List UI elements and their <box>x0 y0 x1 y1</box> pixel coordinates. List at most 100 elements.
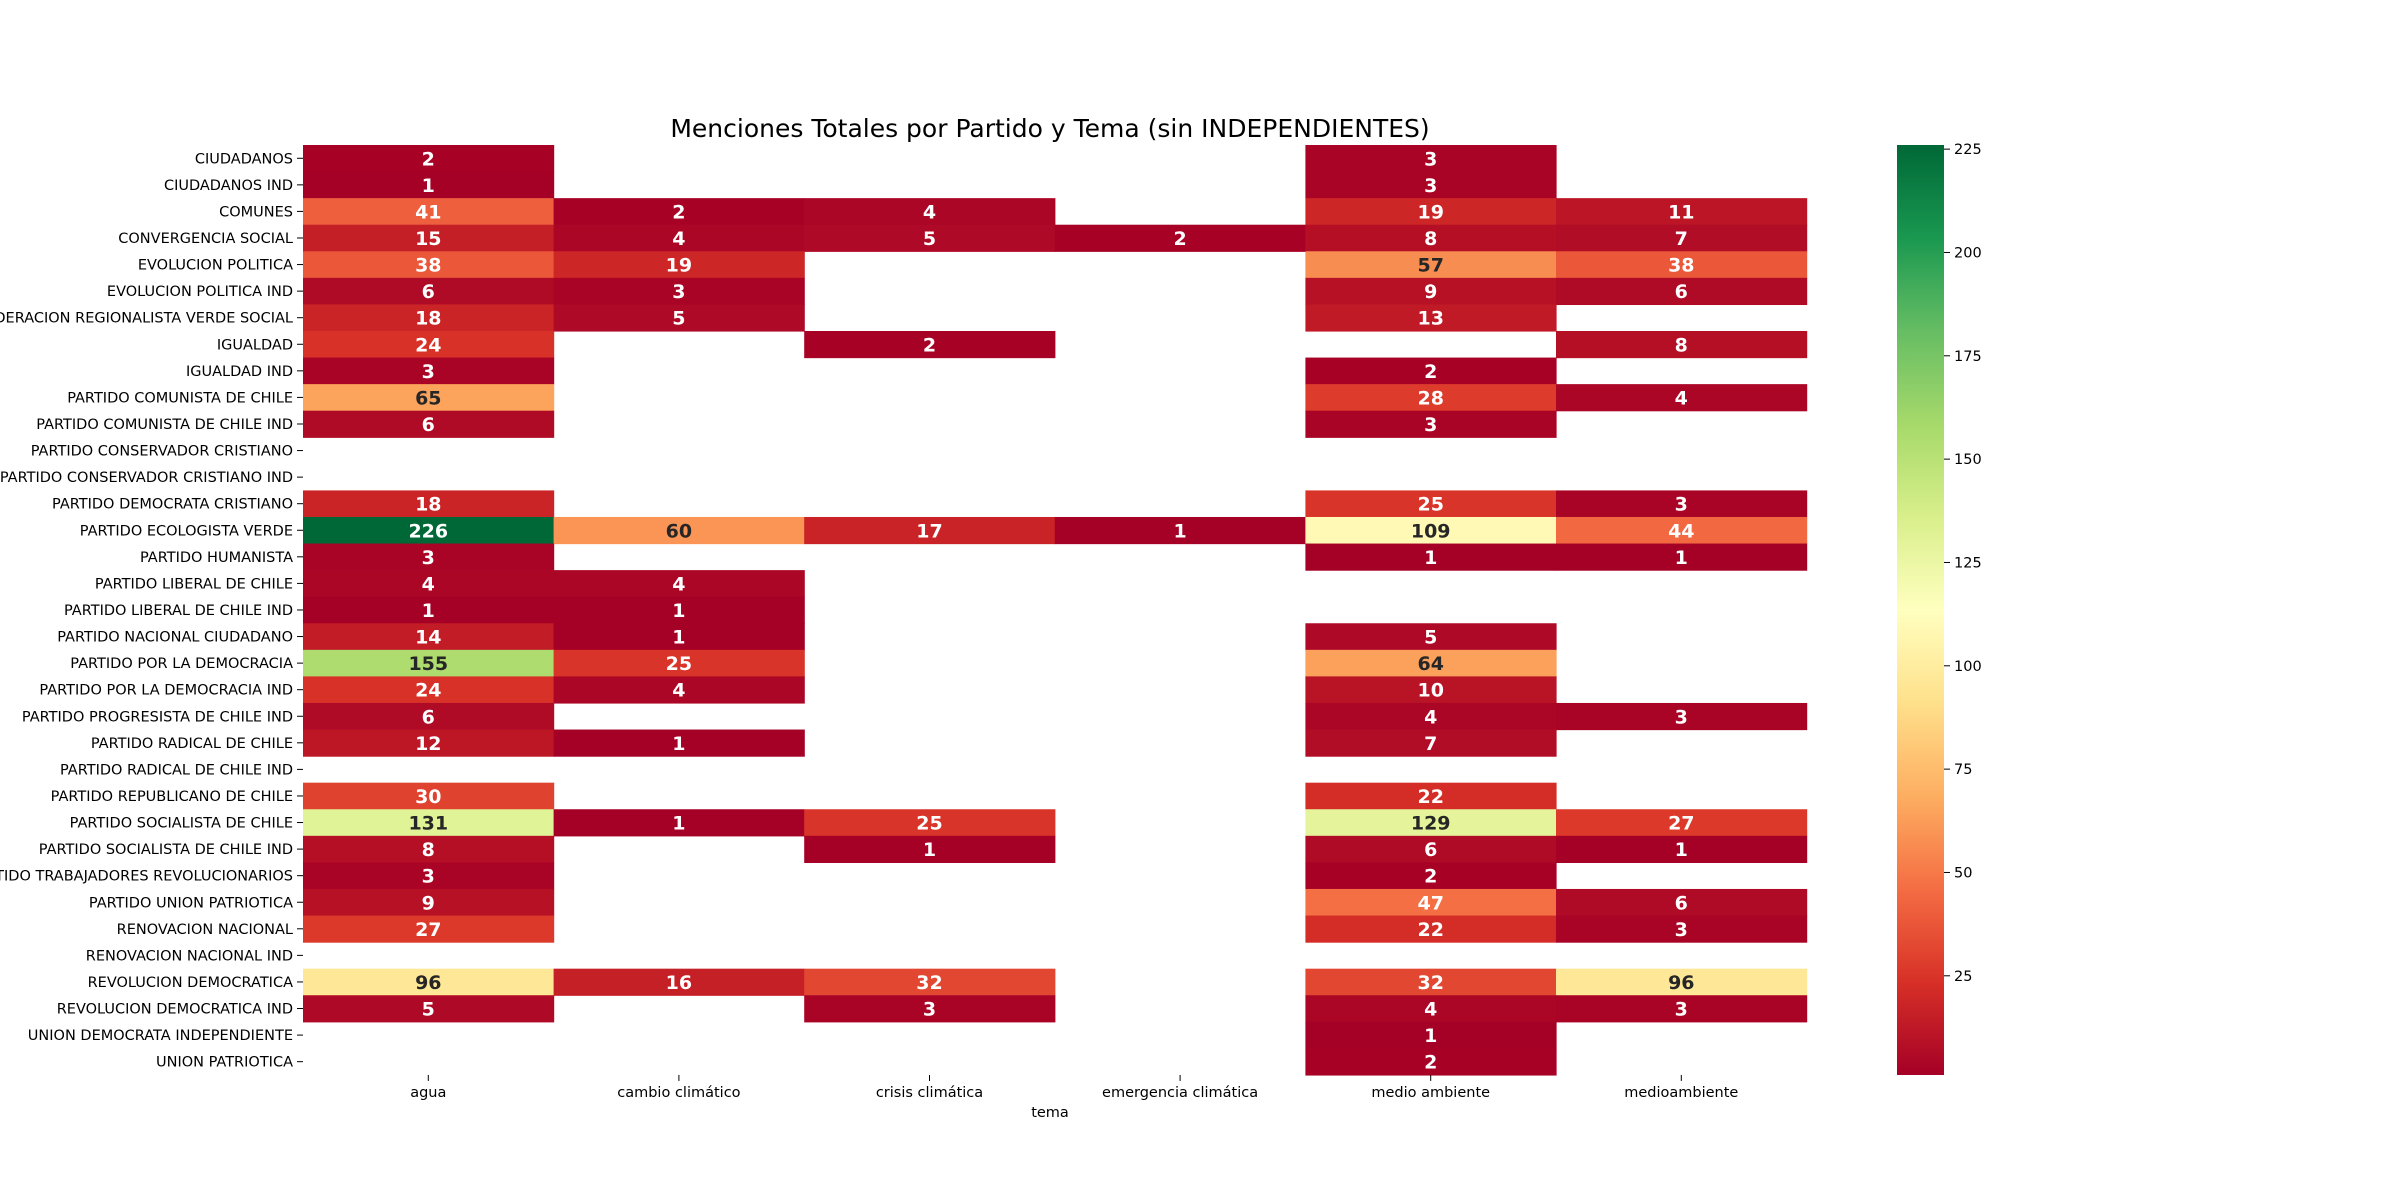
cell-value-label: 38 <box>415 255 441 277</box>
cell-value-label: 41 <box>415 201 441 223</box>
y-tick-label: RENOVACION NACIONAL <box>117 922 293 938</box>
heatmap-cell <box>804 516 1056 545</box>
y-tick-label: COMUNES <box>219 204 293 220</box>
cell-value-label: 9 <box>422 892 435 914</box>
heatmap-cell <box>303 304 555 332</box>
heatmap-cell <box>303 623 555 651</box>
x-tick-label: crisis climática <box>876 1085 983 1101</box>
heatmap-cell <box>553 676 805 704</box>
heatmap-cell <box>553 968 805 996</box>
x-tick-labels: agua cambio climático crisis climática emer… <box>410 1074 1738 1101</box>
heatmap-cell <box>1556 835 1808 863</box>
cell-value-label: 3 <box>422 547 435 569</box>
y-tick-label: CIUDADANOS IND <box>164 178 293 194</box>
cell-value-label: 24 <box>415 334 441 356</box>
cell-value-label: 1 <box>923 839 936 861</box>
heatmap-cell <box>1556 251 1808 279</box>
y-tick-label: PARTIDO SOCIALISTA DE CHILE <box>70 816 293 832</box>
cell-value-label: 18 <box>415 308 441 330</box>
cell-value-label: 131 <box>408 813 448 835</box>
y-tick-label: REVOLUCION DEMOCRATICA <box>88 975 293 991</box>
y-tick-label: FEDERACION REGIONALISTA VERDE SOCIAL <box>0 311 293 327</box>
cell-value-label: 13 <box>1417 308 1443 330</box>
y-tick-label: PARTIDO POR LA DEMOCRACIA <box>70 656 293 672</box>
heatmap-cell <box>303 171 555 199</box>
heatmap-cell <box>804 198 1056 226</box>
cell-value-label: 9 <box>1424 281 1437 303</box>
cell-value-label: 8 <box>1675 334 1688 356</box>
heatmap-cell <box>553 224 805 252</box>
cell-value-label: 44 <box>1668 520 1694 542</box>
cell-value-label: 22 <box>1417 919 1443 941</box>
y-tick-label: PARTIDO PROGRESISTA DE CHILE IND <box>22 709 293 725</box>
y-tick-label: PARTIDO LIBERAL DE CHILE IND <box>64 603 293 619</box>
cell-value-label: 24 <box>415 680 441 702</box>
heatmap-cell <box>1054 516 1306 545</box>
cell-value-label: 2 <box>1173 228 1186 250</box>
cell-value-label: 1 <box>1675 547 1688 569</box>
heatmap-cell <box>303 516 555 545</box>
y-tick-labels: CIUDADANOS CIUDADANOS IND COMUNES CONVERGEN… <box>0 151 303 1071</box>
heatmap-cell <box>303 490 555 518</box>
cell-value-label: 6 <box>422 706 435 728</box>
heatmap-cell <box>1305 224 1557 252</box>
heatmap-cell <box>1305 251 1557 279</box>
heatmap-cell <box>1556 702 1808 731</box>
colorbar-tick-label: 125 <box>1954 555 1982 571</box>
cell-value-label: 30 <box>415 786 441 808</box>
heatmap-cell <box>303 862 555 890</box>
cell-value-label: 3 <box>1424 148 1437 170</box>
cell-value-label: 5 <box>1424 627 1437 649</box>
heatmap-cell <box>1305 649 1557 677</box>
heatmap-cell <box>1556 888 1808 917</box>
y-tick-label: UNION DEMOCRATA INDEPENDIENTE <box>28 1028 293 1044</box>
heatmap-cell <box>804 835 1056 863</box>
heatmap-cell <box>553 304 805 332</box>
x-tick-label: agua <box>410 1085 446 1101</box>
cell-value-label: 2 <box>1424 361 1437 383</box>
cell-value-label: 5 <box>923 228 936 250</box>
heatmap-cell <box>1305 676 1557 704</box>
heatmap-cell <box>303 782 555 810</box>
heatmap-cell <box>804 330 1056 359</box>
cell-value-label: 8 <box>1424 228 1437 250</box>
y-tick-label: PARTIDO DEMOCRATA CRISTIANO <box>52 497 293 513</box>
cell-value-label: 17 <box>916 520 942 542</box>
heatmap-cell <box>1556 516 1808 545</box>
cell-value-label: 4 <box>672 228 685 250</box>
cell-value-label: 64 <box>1417 653 1443 675</box>
heatmap-cell <box>303 968 555 996</box>
cell-value-label: 96 <box>415 972 441 994</box>
heatmap-cell <box>1305 145 1557 173</box>
cell-value-label: 32 <box>916 972 942 994</box>
cell-value-label: 1 <box>422 175 435 197</box>
y-tick-label: REVOLUCION DEMOCRATICA IND <box>57 1002 293 1018</box>
cell-value-label: 27 <box>1668 813 1694 835</box>
x-axis-label: tema <box>1031 1105 1069 1121</box>
heatmap-cell <box>1305 995 1557 1023</box>
cell-value-label: 57 <box>1417 255 1443 277</box>
heatmap-cell <box>1305 702 1557 731</box>
heatmap-cell <box>1305 862 1557 890</box>
heatmap-cell <box>1305 835 1557 863</box>
heatmap-cell <box>553 809 805 837</box>
heatmap-cell <box>303 915 555 943</box>
heatmap-cell <box>303 649 555 677</box>
y-tick-label: PARTIDO REPUBLICANO DE CHILE <box>51 789 293 805</box>
cell-value-label: 4 <box>672 573 685 595</box>
cell-value-label: 28 <box>1417 387 1443 409</box>
colorbar-tick-label: 200 <box>1954 245 1982 261</box>
cell-value-label: 2 <box>1424 1052 1437 1074</box>
heatmap-cell <box>1556 543 1808 571</box>
heatmap-cell <box>303 570 555 598</box>
cell-value-label: 6 <box>422 281 435 303</box>
heatmap-cell <box>1556 224 1808 252</box>
cell-value-label: 6 <box>1675 892 1688 914</box>
heatmap-cell <box>1305 516 1557 545</box>
cell-value-label: 12 <box>415 733 441 755</box>
cell-value-label: 3 <box>422 866 435 888</box>
cell-value-label: 6 <box>422 414 435 436</box>
heatmap-cell <box>1305 384 1557 412</box>
y-tick-label: PARTIDO LIBERAL DE CHILE <box>95 576 293 592</box>
cell-value-label: 3 <box>1675 706 1688 728</box>
